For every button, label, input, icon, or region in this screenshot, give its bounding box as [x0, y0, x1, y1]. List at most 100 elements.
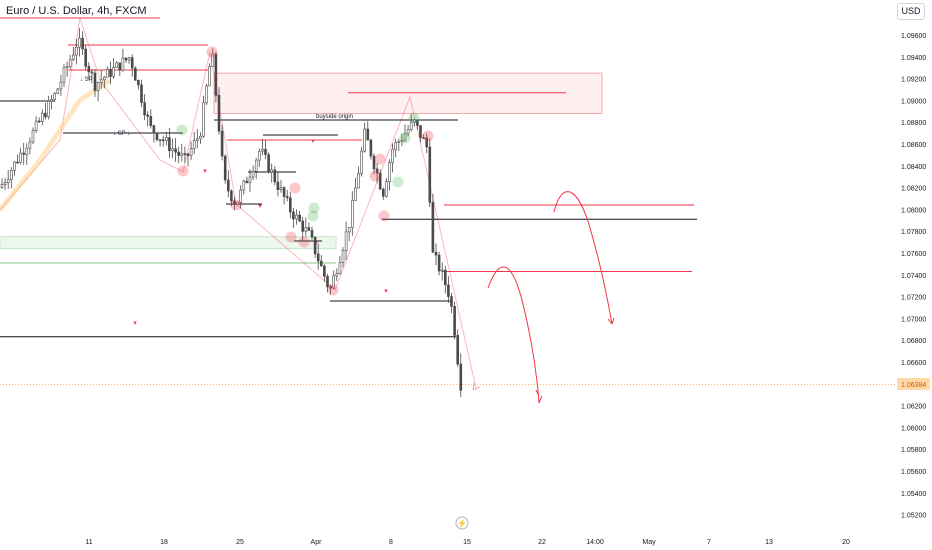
candle [47, 95, 50, 120]
candle-body [130, 57, 134, 69]
candle-body [230, 190, 233, 202]
price-tick-label: 1.05800 [901, 447, 926, 454]
candle [245, 176, 249, 184]
candle [369, 138, 373, 160]
candle-body [87, 66, 91, 73]
candle-body [372, 155, 376, 170]
candle [416, 119, 419, 130]
time-axis[interactable]: 11 18 25 Apr 8 15 22 14:00 May 7 13 20 ⚡ [85, 516, 850, 546]
discount-zone [0, 236, 337, 250]
candle-body [65, 66, 69, 68]
candle-body [180, 153, 184, 156]
candle-body [158, 139, 162, 141]
candle [267, 152, 270, 174]
level-marker-4: ▾ [133, 320, 137, 327]
candle-body [292, 211, 295, 220]
swing-high-marker-8 [369, 170, 381, 182]
candle [394, 138, 398, 158]
price-tick-label: 1.08000 [901, 207, 926, 214]
candle [62, 64, 66, 87]
candle-body [285, 196, 289, 199]
candle-body [214, 53, 218, 96]
candle [130, 54, 134, 77]
candle [40, 109, 44, 126]
candle-body [155, 132, 159, 140]
price-tick-label: 1.05200 [901, 513, 926, 520]
candle-body [47, 100, 50, 118]
candle-body [127, 57, 131, 61]
candle-body [109, 68, 112, 77]
buyside-origin-label: buyside origin [316, 114, 353, 120]
price-tick-label: 1.06600 [901, 360, 926, 367]
swing-high-marker-10 [422, 130, 434, 142]
candle [307, 222, 311, 232]
candle [326, 273, 329, 293]
candle-body [341, 250, 345, 263]
swing-low-marker-4 [399, 132, 411, 144]
candle [208, 63, 211, 87]
candle [332, 270, 336, 290]
price-axis[interactable]: 1.09600 1.09400 1.09200 1.09000 1.08800 1.086… [897, 33, 930, 520]
candle-body [177, 151, 180, 156]
candle-body [171, 148, 174, 152]
candle-body [338, 262, 342, 274]
candle [443, 265, 447, 294]
candle [75, 38, 78, 65]
time-tick-label: 22 [538, 539, 546, 546]
candle-body [307, 227, 311, 231]
candle [183, 146, 187, 163]
levels-layer: ▾▾▾▾▾▾ [0, 17, 697, 338]
candle-body [186, 153, 190, 156]
projection-layer [472, 191, 615, 404]
candle [456, 329, 460, 367]
swing-high-marker-0 [177, 165, 189, 177]
candle [65, 61, 69, 77]
candle-body [59, 81, 63, 90]
candle-body [174, 148, 177, 153]
candle-body [44, 112, 47, 118]
candle [378, 169, 382, 190]
price-tick-label: 1.05400 [901, 491, 926, 498]
candle [121, 48, 125, 72]
candle [19, 147, 22, 165]
candle-body [261, 148, 264, 152]
time-tick-label: 11 [85, 539, 92, 546]
candle-body [50, 99, 53, 102]
candle [3, 177, 7, 190]
candle [78, 28, 81, 57]
candle [6, 170, 10, 190]
candle [161, 135, 165, 147]
candle [59, 74, 63, 97]
price-tick-label: 1.07800 [901, 229, 926, 236]
candle-body [196, 138, 199, 141]
candle [96, 81, 100, 102]
candle-body [208, 66, 211, 87]
candle [205, 83, 208, 106]
candle [140, 79, 143, 108]
candle-body [366, 128, 370, 141]
candle-body [220, 130, 224, 157]
swing-low-marker-2 [307, 210, 319, 222]
candle-body [443, 269, 447, 286]
candle [202, 95, 205, 138]
candle-body [6, 179, 10, 183]
price-tick-label: 1.05600 [901, 469, 926, 476]
candle [84, 45, 87, 71]
candle [350, 191, 354, 236]
candle [431, 194, 435, 254]
time-tick-label: 15 [463, 539, 471, 546]
candle [103, 75, 106, 89]
sp-upper-label: ↓ SP ↓ [80, 77, 97, 83]
time-tick-label: 7 [707, 539, 711, 546]
candle-body [37, 120, 41, 123]
projection-path-1 [487, 266, 540, 404]
candle [335, 268, 339, 281]
currency-button[interactable]: USD [897, 3, 925, 20]
time-tick-label: 25 [236, 539, 244, 546]
candle-body [350, 200, 354, 228]
candle [233, 196, 236, 211]
candle [298, 210, 301, 222]
candle-body [332, 275, 336, 289]
candle [251, 165, 255, 181]
